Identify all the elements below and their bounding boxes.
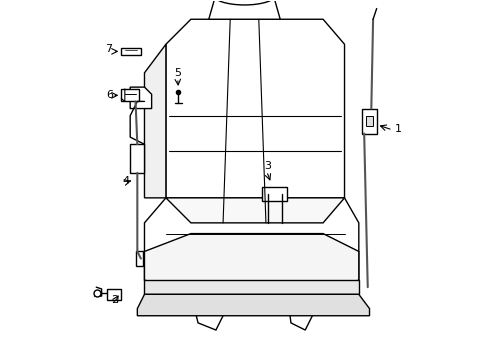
Polygon shape xyxy=(165,19,344,223)
Text: 5: 5 xyxy=(173,68,181,78)
Polygon shape xyxy=(262,187,287,202)
Polygon shape xyxy=(208,0,280,19)
Text: 3: 3 xyxy=(264,161,270,171)
Polygon shape xyxy=(165,198,344,223)
Polygon shape xyxy=(135,251,142,266)
Polygon shape xyxy=(362,109,376,134)
Ellipse shape xyxy=(212,0,276,5)
Polygon shape xyxy=(107,289,121,300)
Polygon shape xyxy=(144,198,358,294)
Polygon shape xyxy=(144,44,165,198)
Polygon shape xyxy=(365,116,372,126)
Polygon shape xyxy=(144,234,358,294)
Polygon shape xyxy=(190,294,226,330)
Text: 2: 2 xyxy=(111,295,119,305)
Polygon shape xyxy=(287,294,315,330)
Polygon shape xyxy=(121,89,139,102)
Polygon shape xyxy=(130,144,144,173)
Text: 4: 4 xyxy=(122,176,129,185)
Text: 7: 7 xyxy=(105,44,112,54)
Polygon shape xyxy=(137,294,369,316)
Text: 6: 6 xyxy=(106,90,113,100)
Text: 1: 1 xyxy=(394,124,401,134)
Polygon shape xyxy=(130,87,151,109)
Polygon shape xyxy=(144,280,358,294)
Polygon shape xyxy=(121,48,141,55)
